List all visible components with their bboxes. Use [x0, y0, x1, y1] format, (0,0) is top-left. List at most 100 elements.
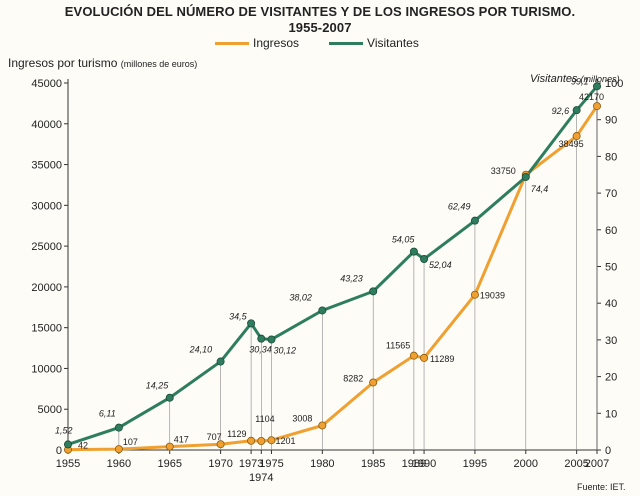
- data-label-visitantes: 92,6: [552, 106, 570, 116]
- series-line-ingresos: [67, 105, 599, 452]
- y-right-tick-label: 40: [605, 298, 617, 310]
- x-tick-label: 2007: [585, 458, 609, 470]
- y-right-tick-label: 80: [605, 151, 617, 163]
- point-visitantes: [318, 306, 327, 315]
- legend: Ingresos Visitantes: [215, 36, 441, 50]
- point-ingresos: [470, 290, 479, 299]
- series-line-visitantes: [67, 85, 599, 446]
- data-label-ingresos: 38495: [559, 139, 584, 149]
- y-right-tick-label: 10: [605, 408, 617, 420]
- x-tick-label: 1985: [361, 458, 385, 470]
- data-label-visitantes: 54,05: [392, 235, 416, 245]
- data-label-visitantes: 34,5: [229, 311, 248, 321]
- legend-label-visitantes: Visitantes: [367, 36, 419, 50]
- y-left-tick-label: 15000: [31, 323, 62, 335]
- y-axis-left-title: Ingresos por turismo (millones de euros): [8, 56, 197, 70]
- x-tick-label: 1980: [310, 458, 334, 470]
- y-axis-right-title: Visitantes (millones): [530, 73, 620, 85]
- y-right-tick-label: 0: [605, 445, 611, 457]
- data-label-ingresos: 1129: [227, 429, 246, 439]
- data-label-visitantes: 14,25: [146, 381, 170, 391]
- point-visitantes: [114, 423, 123, 432]
- data-label-visitantes: 24,10: [189, 345, 213, 355]
- point-ingresos: [114, 445, 123, 454]
- data-label-ingresos: 1201: [275, 436, 295, 446]
- y-axis-left-unit: (millones de euros): [120, 59, 198, 69]
- point-visitantes: [267, 335, 276, 344]
- point-visitantes: [572, 106, 581, 115]
- y-left-tick-label: 35000: [31, 160, 62, 172]
- point-ingresos: [409, 351, 418, 360]
- y-left-tick-label: 25000: [31, 241, 62, 253]
- data-label-visitantes: 30,12: [273, 345, 296, 355]
- legend-swatch-ingresos: [215, 41, 249, 45]
- x-tick-label: 2005: [564, 458, 588, 470]
- data-label-visitantes: 74,4: [531, 184, 549, 194]
- y-axis-left-label: Ingresos por turismo: [8, 56, 118, 70]
- x-tick-label: 1974: [249, 472, 273, 484]
- x-tick-label: 1955: [56, 458, 80, 470]
- x-tick-label: 1989: [402, 458, 426, 470]
- data-label-visitantes: 1,52: [55, 425, 73, 435]
- point-ingresos: [216, 440, 225, 449]
- data-label-ingresos: 707: [207, 432, 222, 442]
- x-tick-label: 1960: [107, 458, 131, 470]
- x-tick-label: 1995: [463, 458, 487, 470]
- point-visitantes: [257, 334, 266, 343]
- point-visitantes: [369, 287, 378, 296]
- data-label-ingresos: 107: [123, 437, 138, 447]
- data-label-ingresos: 1104: [255, 414, 274, 424]
- y-left-tick-label: 20000: [31, 282, 62, 294]
- data-label-ingresos: 11289: [430, 354, 454, 364]
- data-label-ingresos: 42170: [579, 92, 604, 102]
- point-ingresos: [572, 132, 581, 141]
- point-visitantes: [593, 82, 602, 91]
- point-ingresos: [593, 102, 602, 111]
- point-visitantes: [470, 216, 479, 225]
- data-label-ingresos: 42: [78, 441, 88, 451]
- chart-subtitle: 1955-2007: [288, 20, 352, 35]
- point-ingresos: [318, 421, 327, 430]
- point-visitantes: [420, 255, 429, 264]
- data-label-visitantes: 99,1: [571, 76, 589, 86]
- point-visitantes: [216, 357, 225, 366]
- x-tick-label: 1970: [208, 458, 232, 470]
- x-tick-label: 1990: [412, 458, 436, 470]
- point-ingresos: [165, 442, 174, 451]
- point-ingresos: [420, 353, 429, 362]
- y-right-tick-label: 100: [605, 78, 623, 90]
- point-ingresos: [267, 436, 276, 445]
- y-left-tick-label: 0: [56, 445, 62, 457]
- data-label-visitantes: 38,02: [289, 292, 312, 302]
- data-label-visitantes: 52,04: [429, 260, 452, 270]
- y-right-tick-label: 30: [605, 335, 617, 347]
- y-left-tick-label: 5000: [38, 404, 62, 416]
- y-left-tick-label: 45000: [31, 78, 62, 90]
- point-ingresos: [369, 378, 378, 387]
- point-visitantes: [64, 440, 73, 449]
- y-axis-right-label: Visitantes: [530, 73, 578, 85]
- y-right-tick-label: 90: [605, 115, 617, 127]
- source-note: Fuente: IET.: [577, 482, 626, 492]
- y-left-tick-label: 30000: [31, 200, 62, 212]
- y-right-tick-label: 60: [605, 225, 617, 237]
- x-tick-label: 2000: [514, 458, 538, 470]
- legend-swatch-visitantes: [329, 41, 364, 45]
- data-label-visitantes: 30,34: [249, 345, 272, 355]
- point-visitantes: [409, 247, 418, 256]
- data-label-visitantes: 6,11: [99, 409, 116, 419]
- x-tick-label: 1975: [259, 458, 283, 470]
- x-tick-label: 1965: [157, 458, 181, 470]
- y-right-tick-label: 50: [605, 262, 617, 274]
- data-label-ingresos: 417: [174, 435, 189, 445]
- data-label-visitantes: 62,49: [448, 202, 471, 212]
- y-right-tick-label: 20: [605, 372, 617, 384]
- y-axis-right-unit: (millones): [580, 74, 620, 84]
- data-label-ingresos: 3008: [292, 413, 312, 423]
- chart-title: EVOLUCIÓN DEL NÚMERO DE VISITANTES Y DE …: [64, 4, 576, 19]
- legend-item-ingresos: Ingresos: [215, 36, 299, 50]
- point-ingresos: [257, 436, 266, 445]
- data-label-ingresos: 19039: [480, 291, 505, 301]
- legend-label-ingresos: Ingresos: [253, 36, 300, 50]
